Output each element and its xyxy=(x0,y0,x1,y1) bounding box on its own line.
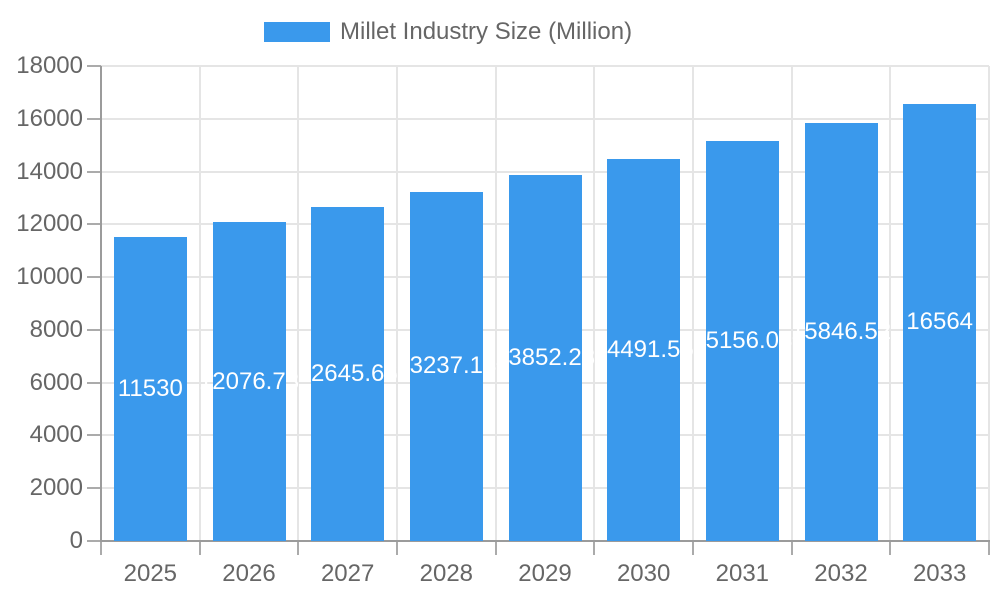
v-gridline xyxy=(593,66,596,541)
bar[interactable] xyxy=(113,236,187,541)
x-axis-tick xyxy=(692,541,694,555)
x-axis-tick xyxy=(790,541,793,555)
y-axis-tick-label: 4000 xyxy=(29,421,83,449)
x-axis-tick-label: 2029 xyxy=(518,560,572,587)
y-axis-tick-label: 8000 xyxy=(29,315,83,343)
y-axis-tick xyxy=(87,328,101,331)
y-axis-tick xyxy=(87,170,101,173)
x-axis-tick-label: 2032 xyxy=(814,560,868,587)
x-axis-tick-label: 2031 xyxy=(715,560,770,587)
x-axis-tick-label: 2030 xyxy=(616,560,671,587)
y-axis-tick xyxy=(87,381,101,384)
y-axis-tick-label: 10000 xyxy=(16,263,83,291)
x-axis-tick xyxy=(100,541,102,555)
v-gridline xyxy=(396,66,398,541)
x-axis-line xyxy=(100,540,990,542)
y-axis-tick xyxy=(87,117,101,120)
y-axis-tick-label: 6000 xyxy=(29,368,83,396)
v-gridline xyxy=(198,66,201,541)
y-axis-tick-label: 18000 xyxy=(16,52,83,79)
y-axis-tick xyxy=(87,540,101,542)
bar[interactable] xyxy=(409,191,483,541)
x-axis-tick-label: 2027 xyxy=(320,560,375,587)
y-axis-tick xyxy=(87,487,101,490)
x-axis-tick-label: 2025 xyxy=(123,560,178,587)
legend-label: Millet Industry Size (Million) xyxy=(340,18,633,45)
y-axis-tick xyxy=(87,434,101,437)
x-axis-tick xyxy=(494,541,497,555)
x-axis-tick-label: 2026 xyxy=(222,560,276,587)
v-gridline xyxy=(790,66,793,541)
bar[interactable] xyxy=(311,207,385,541)
bar[interactable] xyxy=(212,222,286,541)
bar[interactable] xyxy=(607,158,681,541)
y-axis-tick-label: 2000 xyxy=(29,474,83,502)
v-gridline xyxy=(889,66,892,541)
y-axis-tick-label: 12000 xyxy=(16,210,83,238)
y-axis-tick xyxy=(87,276,101,279)
h-gridline xyxy=(101,170,989,173)
v-gridline xyxy=(692,66,694,541)
legend-color-box xyxy=(264,22,330,42)
v-gridline xyxy=(297,66,300,541)
x-axis-tick-label: 2033 xyxy=(912,560,967,587)
y-axis-line xyxy=(100,66,102,541)
x-axis-tick-label: 2028 xyxy=(419,560,474,587)
y-axis-tick xyxy=(87,65,101,67)
h-gridline xyxy=(101,65,989,67)
h-gridline xyxy=(101,117,989,120)
x-axis-tick xyxy=(593,541,596,555)
x-axis-tick xyxy=(297,541,300,555)
x-axis-tick xyxy=(988,541,990,555)
y-axis-tick-label: 0 xyxy=(69,527,83,554)
x-axis-tick xyxy=(889,541,892,555)
bar[interactable] xyxy=(903,103,977,541)
x-axis-tick xyxy=(198,541,201,555)
bar[interactable] xyxy=(804,122,878,541)
v-gridline xyxy=(494,66,497,541)
legend-item[interactable]: Millet Industry Size (Million) xyxy=(264,17,632,47)
y-axis-tick xyxy=(87,223,101,226)
bar[interactable] xyxy=(508,175,582,541)
x-axis-tick xyxy=(396,541,398,555)
bar[interactable] xyxy=(705,141,779,541)
y-axis-tick-label: 16000 xyxy=(16,104,83,132)
y-axis-tick-label: 14000 xyxy=(16,157,83,185)
v-gridline xyxy=(988,66,990,541)
